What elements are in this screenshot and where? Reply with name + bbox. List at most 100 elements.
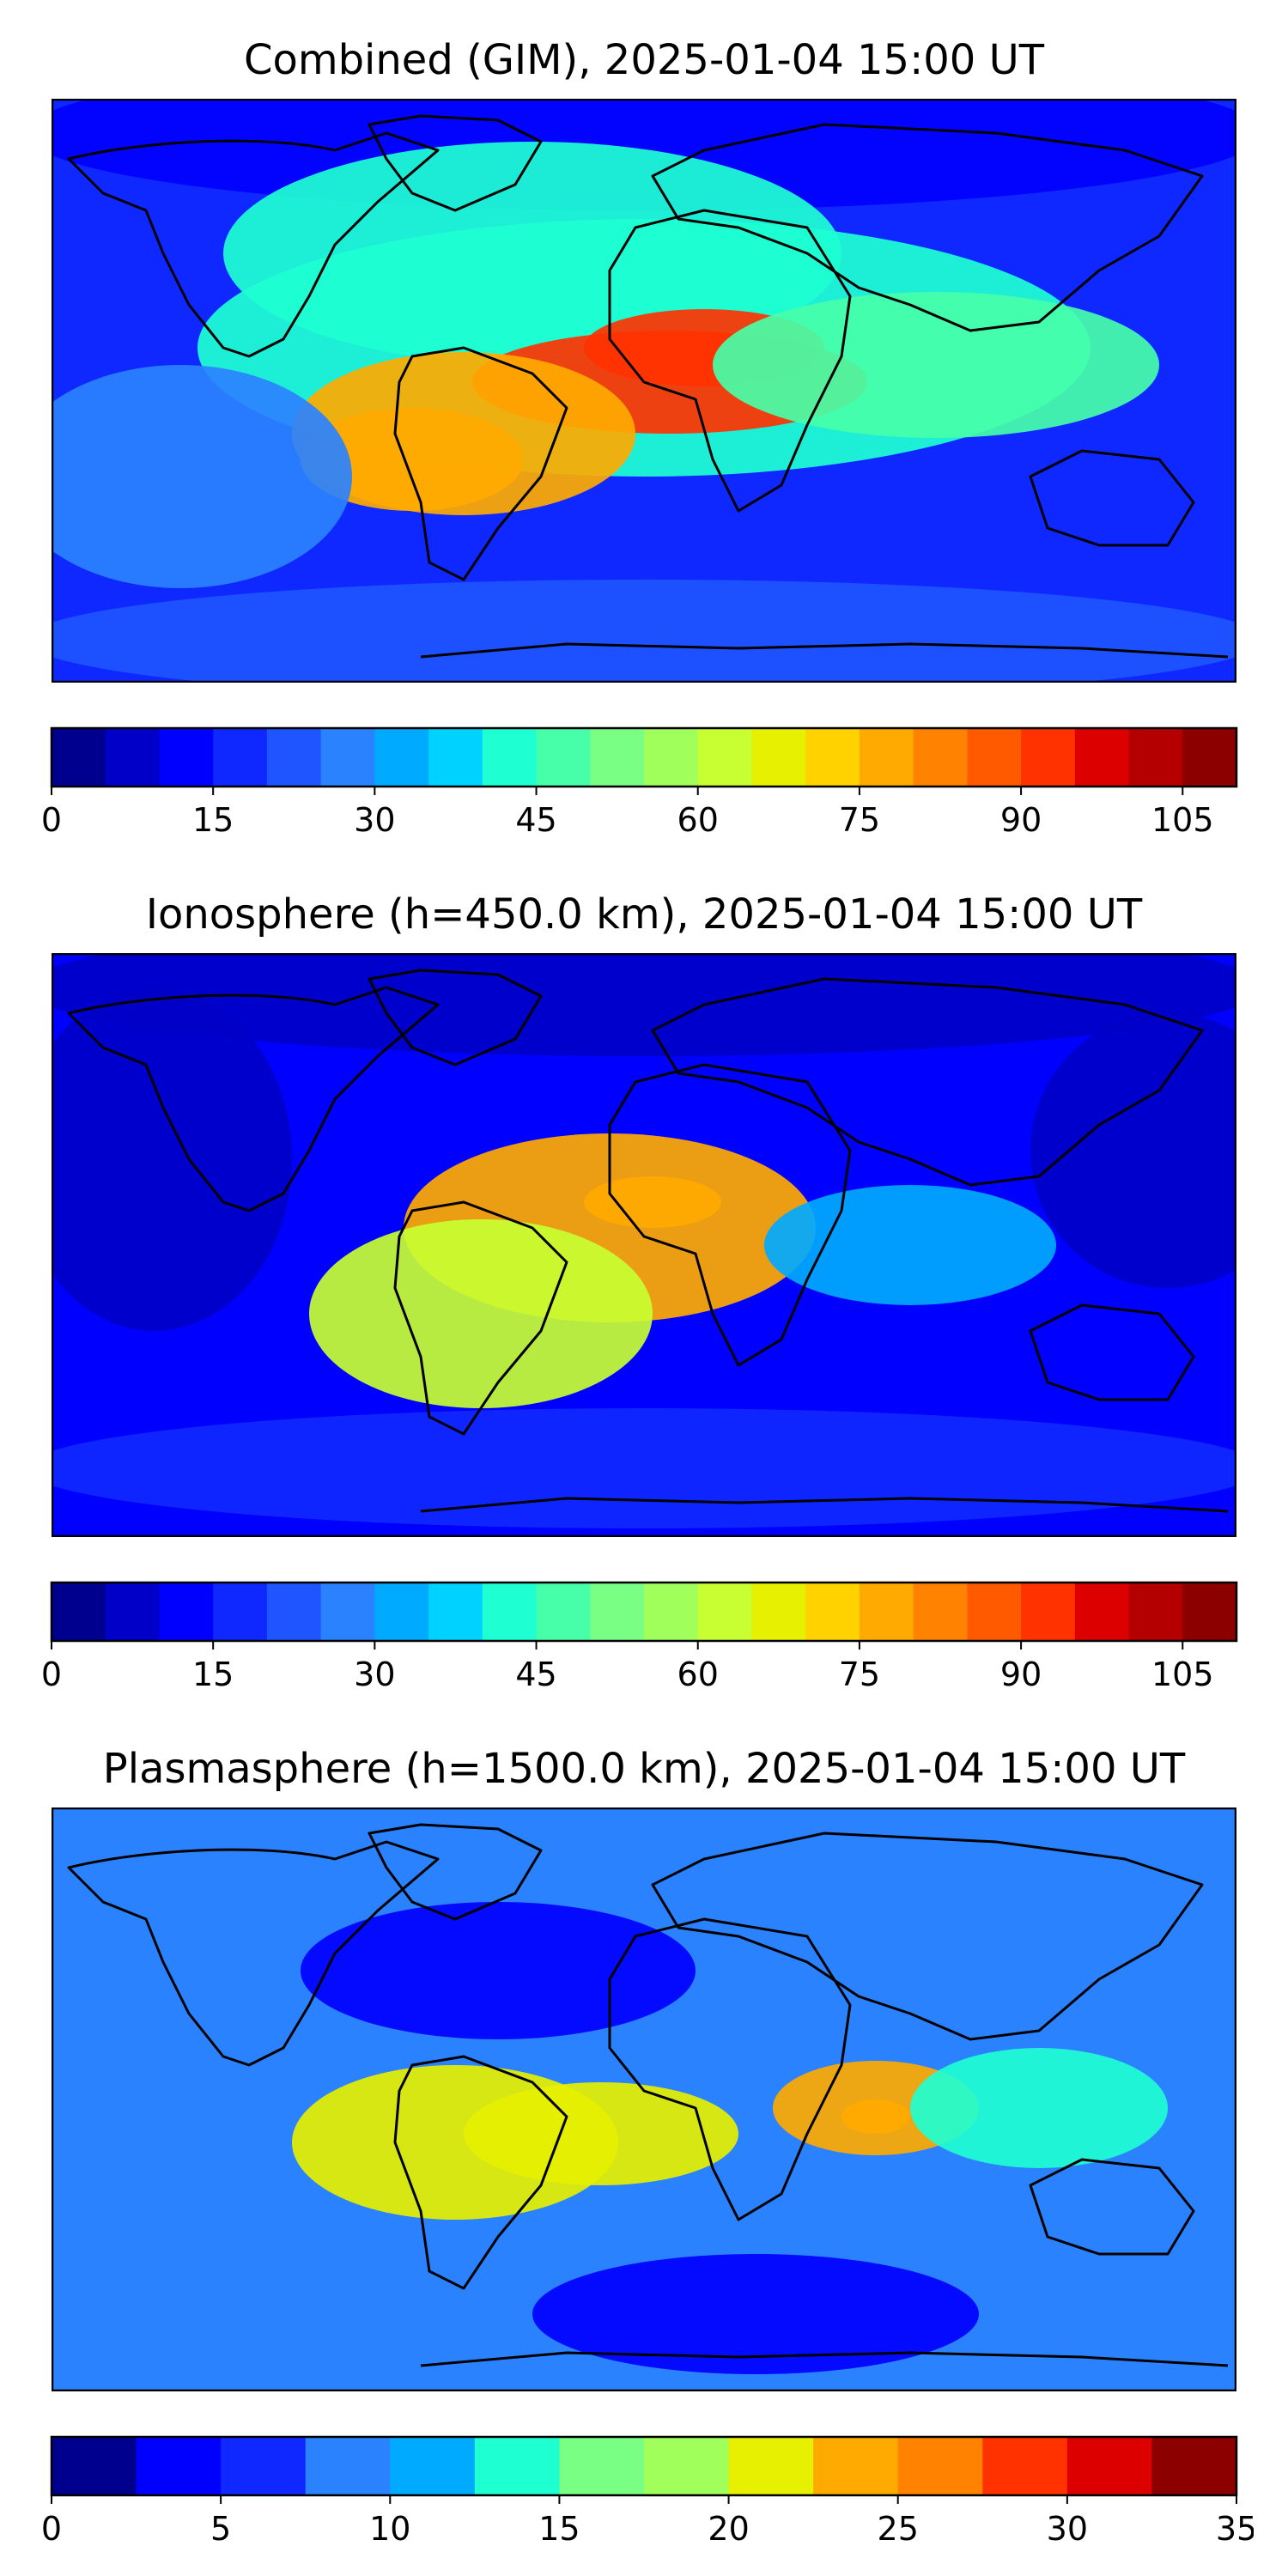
coastline xyxy=(393,346,568,581)
coastline xyxy=(420,1497,1229,1513)
field-region xyxy=(52,987,292,1331)
colorbar-segment xyxy=(1128,1583,1183,1641)
colorbar-segment xyxy=(221,2437,307,2495)
field-region xyxy=(713,292,1159,438)
coastline xyxy=(651,977,1204,1187)
colorbar-tick-label: 25 xyxy=(878,2510,919,2548)
coastline xyxy=(368,114,543,212)
colorbar-tick-label: 20 xyxy=(708,2510,749,2548)
colorbar-tick-label: 30 xyxy=(354,801,395,839)
colorbar-segment xyxy=(105,1583,161,1641)
colorbar-segment xyxy=(52,2437,137,2495)
colorbar-segment xyxy=(967,728,1022,787)
plasmasphere-map xyxy=(52,1807,1236,2391)
map-frame xyxy=(52,953,1236,1537)
ionosphere-map xyxy=(52,953,1236,1537)
field-region xyxy=(52,953,1236,1056)
colorbar-segment xyxy=(52,1583,106,1641)
colorbar-segment xyxy=(52,728,106,787)
coastline xyxy=(420,2351,1229,2367)
colorbar-segment xyxy=(805,728,860,787)
field-region xyxy=(301,408,524,511)
colorbar-segment xyxy=(805,1583,860,1641)
colorbar-segment xyxy=(1182,1583,1237,1641)
colorbar-tick-label: 45 xyxy=(515,1656,556,1693)
field-region xyxy=(301,1902,696,2039)
colorbar-tick-label: 5 xyxy=(210,2510,231,2548)
colorbar-outline xyxy=(50,1581,1238,1643)
colorbar-outline xyxy=(50,726,1238,788)
colorbar-segment xyxy=(474,2437,561,2495)
colorbar-segment xyxy=(1074,1583,1130,1641)
combined-map-title: Combined (GIM), 2025-01-04 15:00 UT xyxy=(243,36,1045,84)
map-frame xyxy=(52,1807,1236,2391)
combined-map xyxy=(52,99,1236,683)
colorbar-segment xyxy=(982,2437,1068,2495)
colorbar-tick-label: 105 xyxy=(1151,801,1214,839)
field-region xyxy=(52,365,352,588)
colorbar-segment xyxy=(644,2437,730,2495)
colorbar-segment xyxy=(374,1583,429,1641)
colorbar-tick-label: 30 xyxy=(1047,2510,1088,2548)
colorbar-tick-label: 15 xyxy=(192,1656,234,1693)
coastline xyxy=(67,1840,440,2067)
field-region xyxy=(52,580,1236,683)
colorbar-segment xyxy=(859,1583,914,1641)
colorbar-tick-label: 15 xyxy=(192,801,234,839)
colorbar-tick-label: 30 xyxy=(354,1656,395,1693)
field-region xyxy=(910,2048,1168,2168)
plasmasphere-map-title: Plasmasphere (h=1500.0 km), 2025-01-04 1… xyxy=(102,1745,1186,1793)
combined-colorbar: 0 15 30 45 60 75 90 105 xyxy=(41,726,1238,839)
colorbar-tick-label: 75 xyxy=(839,801,880,839)
coastline xyxy=(1029,449,1195,547)
colorbar-segment xyxy=(1066,2437,1153,2495)
colorbar-segment xyxy=(859,728,914,787)
colorbar-tick-label: 75 xyxy=(839,1656,880,1693)
colorbar-segment xyxy=(1151,2437,1237,2495)
colorbar-segment xyxy=(536,1583,591,1641)
colorbar-segment xyxy=(1128,728,1183,787)
coastline xyxy=(420,642,1229,659)
colorbar-segment xyxy=(159,728,214,787)
coastline xyxy=(1029,1303,1195,1401)
coastline xyxy=(608,1063,852,1367)
colorbar-segment xyxy=(1074,728,1130,787)
map-frame xyxy=(52,99,1236,683)
colorbar-segment xyxy=(728,2437,814,2495)
colorbar-segment xyxy=(1021,728,1076,787)
colorbar-segment xyxy=(1182,728,1237,787)
ionosphere-colorbar: 0 15 30 45 60 75 90 105 xyxy=(41,1581,1238,1693)
coastline xyxy=(393,1200,568,1436)
colorbar-tick-label: 0 xyxy=(41,1656,62,1693)
colorbar-segment xyxy=(390,2437,476,2495)
colorbar-segment xyxy=(697,728,753,787)
colorbar-segment xyxy=(897,2437,983,2495)
colorbar-segment xyxy=(1021,1583,1076,1641)
field-region xyxy=(52,1408,1236,1528)
coastline xyxy=(368,969,543,1066)
colorbar-segment xyxy=(590,728,645,787)
field-region xyxy=(309,1219,653,1408)
coastline xyxy=(651,123,1204,332)
colorbar-segment xyxy=(136,2437,222,2495)
colorbar-tick-label: 90 xyxy=(1000,1656,1042,1693)
coastline xyxy=(608,209,852,513)
colorbar-segment xyxy=(644,728,699,787)
colorbar-segment xyxy=(536,728,591,787)
colorbar-tick-label: 10 xyxy=(369,2510,410,2548)
colorbar-segment xyxy=(482,1583,538,1641)
colorbar-segment xyxy=(105,728,161,787)
colorbar-segment xyxy=(213,1583,268,1641)
field-region xyxy=(464,2082,738,2185)
colorbar-segment xyxy=(374,728,429,787)
coastline xyxy=(608,1917,852,2221)
colorbar-segment xyxy=(913,728,968,787)
plasmasphere-colorbar: 0 5 10 15 20 25 30 35 xyxy=(41,2435,1254,2548)
colorbar-segment xyxy=(213,728,268,787)
colorbar-segment xyxy=(644,1583,699,1641)
colorbar-segment xyxy=(967,1583,1022,1641)
colorbar-tick-label: 90 xyxy=(1000,801,1042,839)
colorbar-segment xyxy=(266,1583,322,1641)
colorbar-segment xyxy=(590,1583,645,1641)
colorbar-segment xyxy=(751,1583,806,1641)
